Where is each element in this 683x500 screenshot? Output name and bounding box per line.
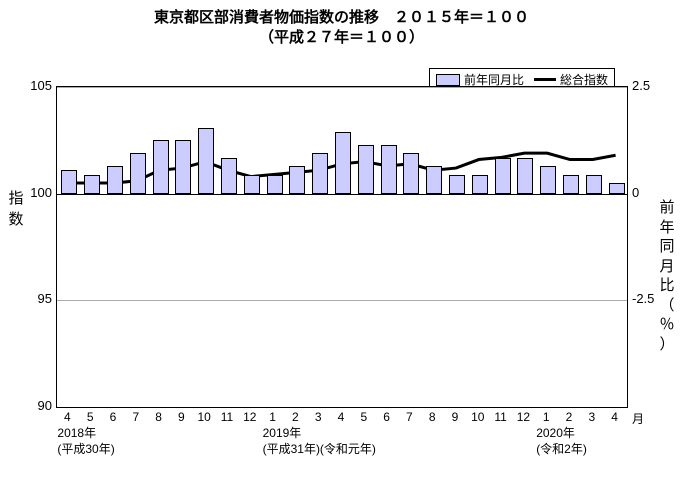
bar: [175, 140, 191, 193]
bar: [358, 145, 374, 194]
x-month-label: 8: [155, 410, 162, 424]
left-tick: 95: [38, 291, 52, 306]
bar: [84, 175, 100, 194]
x-month-unit: 月: [632, 410, 644, 427]
bar: [267, 175, 283, 194]
bar: [540, 166, 556, 194]
legend-bar-swatch: [436, 74, 460, 86]
bar: [426, 166, 442, 194]
bar: [244, 175, 260, 194]
bar: [130, 153, 146, 193]
left-tick: 105: [30, 78, 52, 93]
x-month-label: 6: [110, 410, 117, 424]
x-month-label: 7: [132, 410, 139, 424]
x-month-label: 5: [360, 410, 367, 424]
right-axis-label: 前年同月比（％）: [659, 198, 675, 354]
bar: [495, 158, 511, 194]
zero-line: [57, 194, 627, 195]
x-month-label: 5: [87, 410, 94, 424]
gridline: [57, 300, 627, 301]
x-month-label: 4: [611, 410, 618, 424]
chart-container: 東京都区部消費者物価指数の推移 ２０１５年＝１００ （平成２７年＝１００） 指数…: [8, 8, 675, 492]
x-month-label: 6: [383, 410, 390, 424]
bar: [107, 166, 123, 194]
right-tick: 0: [632, 185, 639, 200]
chart-title: 東京都区部消費者物価指数の推移 ２０１５年＝１００ （平成２７年＝１００）: [8, 8, 675, 47]
bar: [289, 166, 305, 194]
bar: [563, 175, 579, 194]
left-tick: 90: [38, 398, 52, 413]
bar: [312, 153, 328, 193]
plot-area: [56, 86, 628, 408]
x-year-label: 2019年(平成31年)(令和元年): [263, 426, 376, 457]
x-month-label: 12: [517, 410, 530, 424]
bar: [381, 145, 397, 194]
x-month-label: 4: [64, 410, 71, 424]
x-month-label: 1: [543, 410, 550, 424]
x-year-label: 2020年(令和2年): [536, 426, 587, 457]
x-month-label: 10: [471, 410, 484, 424]
bar: [403, 153, 419, 193]
x-month-label: 4: [338, 410, 345, 424]
bar: [586, 175, 602, 194]
x-month-label: 8: [429, 410, 436, 424]
bar: [472, 175, 488, 194]
x-month-label: 11: [494, 410, 506, 424]
x-month-label: 3: [315, 410, 322, 424]
bar: [221, 158, 237, 194]
bar: [61, 170, 77, 193]
title-line-1: 東京都区部消費者物価指数の推移 ２０１５年＝１００: [154, 9, 529, 26]
legend-line-swatch: [534, 78, 556, 81]
x-month-label: 11: [221, 410, 233, 424]
x-year-label: 2018年(平成30年): [57, 426, 114, 457]
right-tick: 2.5: [632, 78, 650, 93]
left-tick: 100: [30, 185, 52, 200]
right-tick: -2.5: [632, 291, 654, 306]
title-line-2: （平成２７年＝１００）: [259, 29, 424, 46]
x-month-label: 10: [198, 410, 211, 424]
bar: [198, 128, 214, 194]
x-month-label: 9: [178, 410, 185, 424]
x-month-label: 1: [269, 410, 276, 424]
bar: [517, 158, 533, 194]
x-month-label: 12: [243, 410, 256, 424]
x-month-label: 7: [406, 410, 413, 424]
bar: [609, 183, 625, 194]
x-month-label: 3: [588, 410, 595, 424]
bar: [449, 175, 465, 194]
x-month-label: 9: [452, 410, 459, 424]
x-month-label: 2: [566, 410, 573, 424]
x-month-label: 2: [292, 410, 299, 424]
bar: [153, 140, 169, 193]
gridline: [57, 87, 627, 88]
bar: [335, 132, 351, 194]
left-axis-label: 指数: [8, 188, 24, 230]
